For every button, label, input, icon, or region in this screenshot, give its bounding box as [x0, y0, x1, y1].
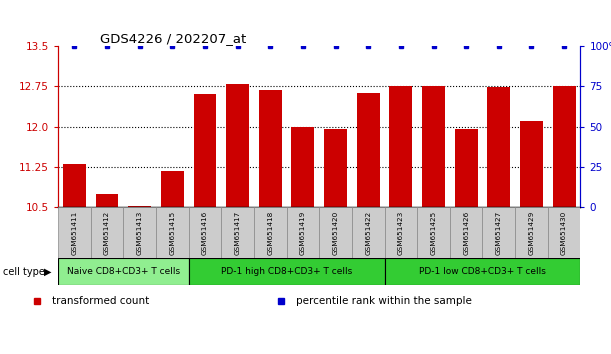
- Bar: [352, 207, 384, 258]
- Text: Naive CD8+CD3+ T cells: Naive CD8+CD3+ T cells: [67, 267, 180, 276]
- Text: GSM651425: GSM651425: [431, 211, 436, 256]
- Text: GSM651416: GSM651416: [202, 211, 208, 256]
- Bar: [455, 129, 478, 207]
- Bar: [254, 207, 287, 258]
- Bar: [156, 207, 189, 258]
- Text: GSM651422: GSM651422: [365, 211, 371, 256]
- Bar: [90, 207, 123, 258]
- Text: ▶: ▶: [44, 267, 51, 277]
- Text: GSM651423: GSM651423: [398, 211, 404, 256]
- Text: PD-1 high CD8+CD3+ T cells: PD-1 high CD8+CD3+ T cells: [221, 267, 352, 276]
- Text: cell type: cell type: [3, 267, 45, 277]
- Bar: [259, 90, 282, 207]
- Bar: [483, 207, 515, 258]
- Bar: [291, 127, 314, 207]
- Bar: [123, 207, 156, 258]
- Text: GDS4226 / 202207_at: GDS4226 / 202207_at: [100, 32, 246, 45]
- Text: GSM651419: GSM651419: [300, 211, 306, 256]
- Bar: [384, 207, 417, 258]
- Bar: [58, 258, 189, 285]
- Text: GSM651411: GSM651411: [71, 211, 78, 256]
- Text: GSM651415: GSM651415: [169, 211, 175, 256]
- Text: percentile rank within the sample: percentile rank within the sample: [296, 296, 472, 306]
- Text: GSM651417: GSM651417: [235, 211, 241, 256]
- Bar: [520, 121, 543, 207]
- Text: GSM651429: GSM651429: [529, 211, 535, 256]
- Bar: [189, 207, 221, 258]
- Bar: [189, 258, 384, 285]
- Text: GSM651420: GSM651420: [332, 211, 338, 256]
- Bar: [128, 206, 151, 207]
- Bar: [548, 207, 580, 258]
- Bar: [95, 194, 119, 207]
- Bar: [63, 164, 86, 207]
- Text: GSM651427: GSM651427: [496, 211, 502, 256]
- Bar: [422, 86, 445, 207]
- Text: GSM651418: GSM651418: [267, 211, 273, 256]
- Bar: [161, 171, 184, 207]
- Bar: [287, 207, 320, 258]
- Bar: [320, 207, 352, 258]
- Text: GSM651430: GSM651430: [561, 211, 567, 256]
- Bar: [324, 129, 347, 207]
- Bar: [384, 258, 580, 285]
- Bar: [450, 207, 483, 258]
- Bar: [357, 93, 379, 207]
- Bar: [515, 207, 548, 258]
- Bar: [417, 207, 450, 258]
- Bar: [58, 207, 90, 258]
- Text: GSM651412: GSM651412: [104, 211, 110, 256]
- Text: GSM651413: GSM651413: [137, 211, 143, 256]
- Bar: [389, 86, 412, 207]
- Bar: [553, 86, 576, 207]
- Bar: [221, 207, 254, 258]
- Bar: [194, 95, 216, 207]
- Bar: [488, 87, 510, 207]
- Text: PD-1 low CD8+CD3+ T cells: PD-1 low CD8+CD3+ T cells: [419, 267, 546, 276]
- Text: GSM651426: GSM651426: [463, 211, 469, 256]
- Bar: [226, 84, 249, 207]
- Text: transformed count: transformed count: [52, 296, 149, 306]
